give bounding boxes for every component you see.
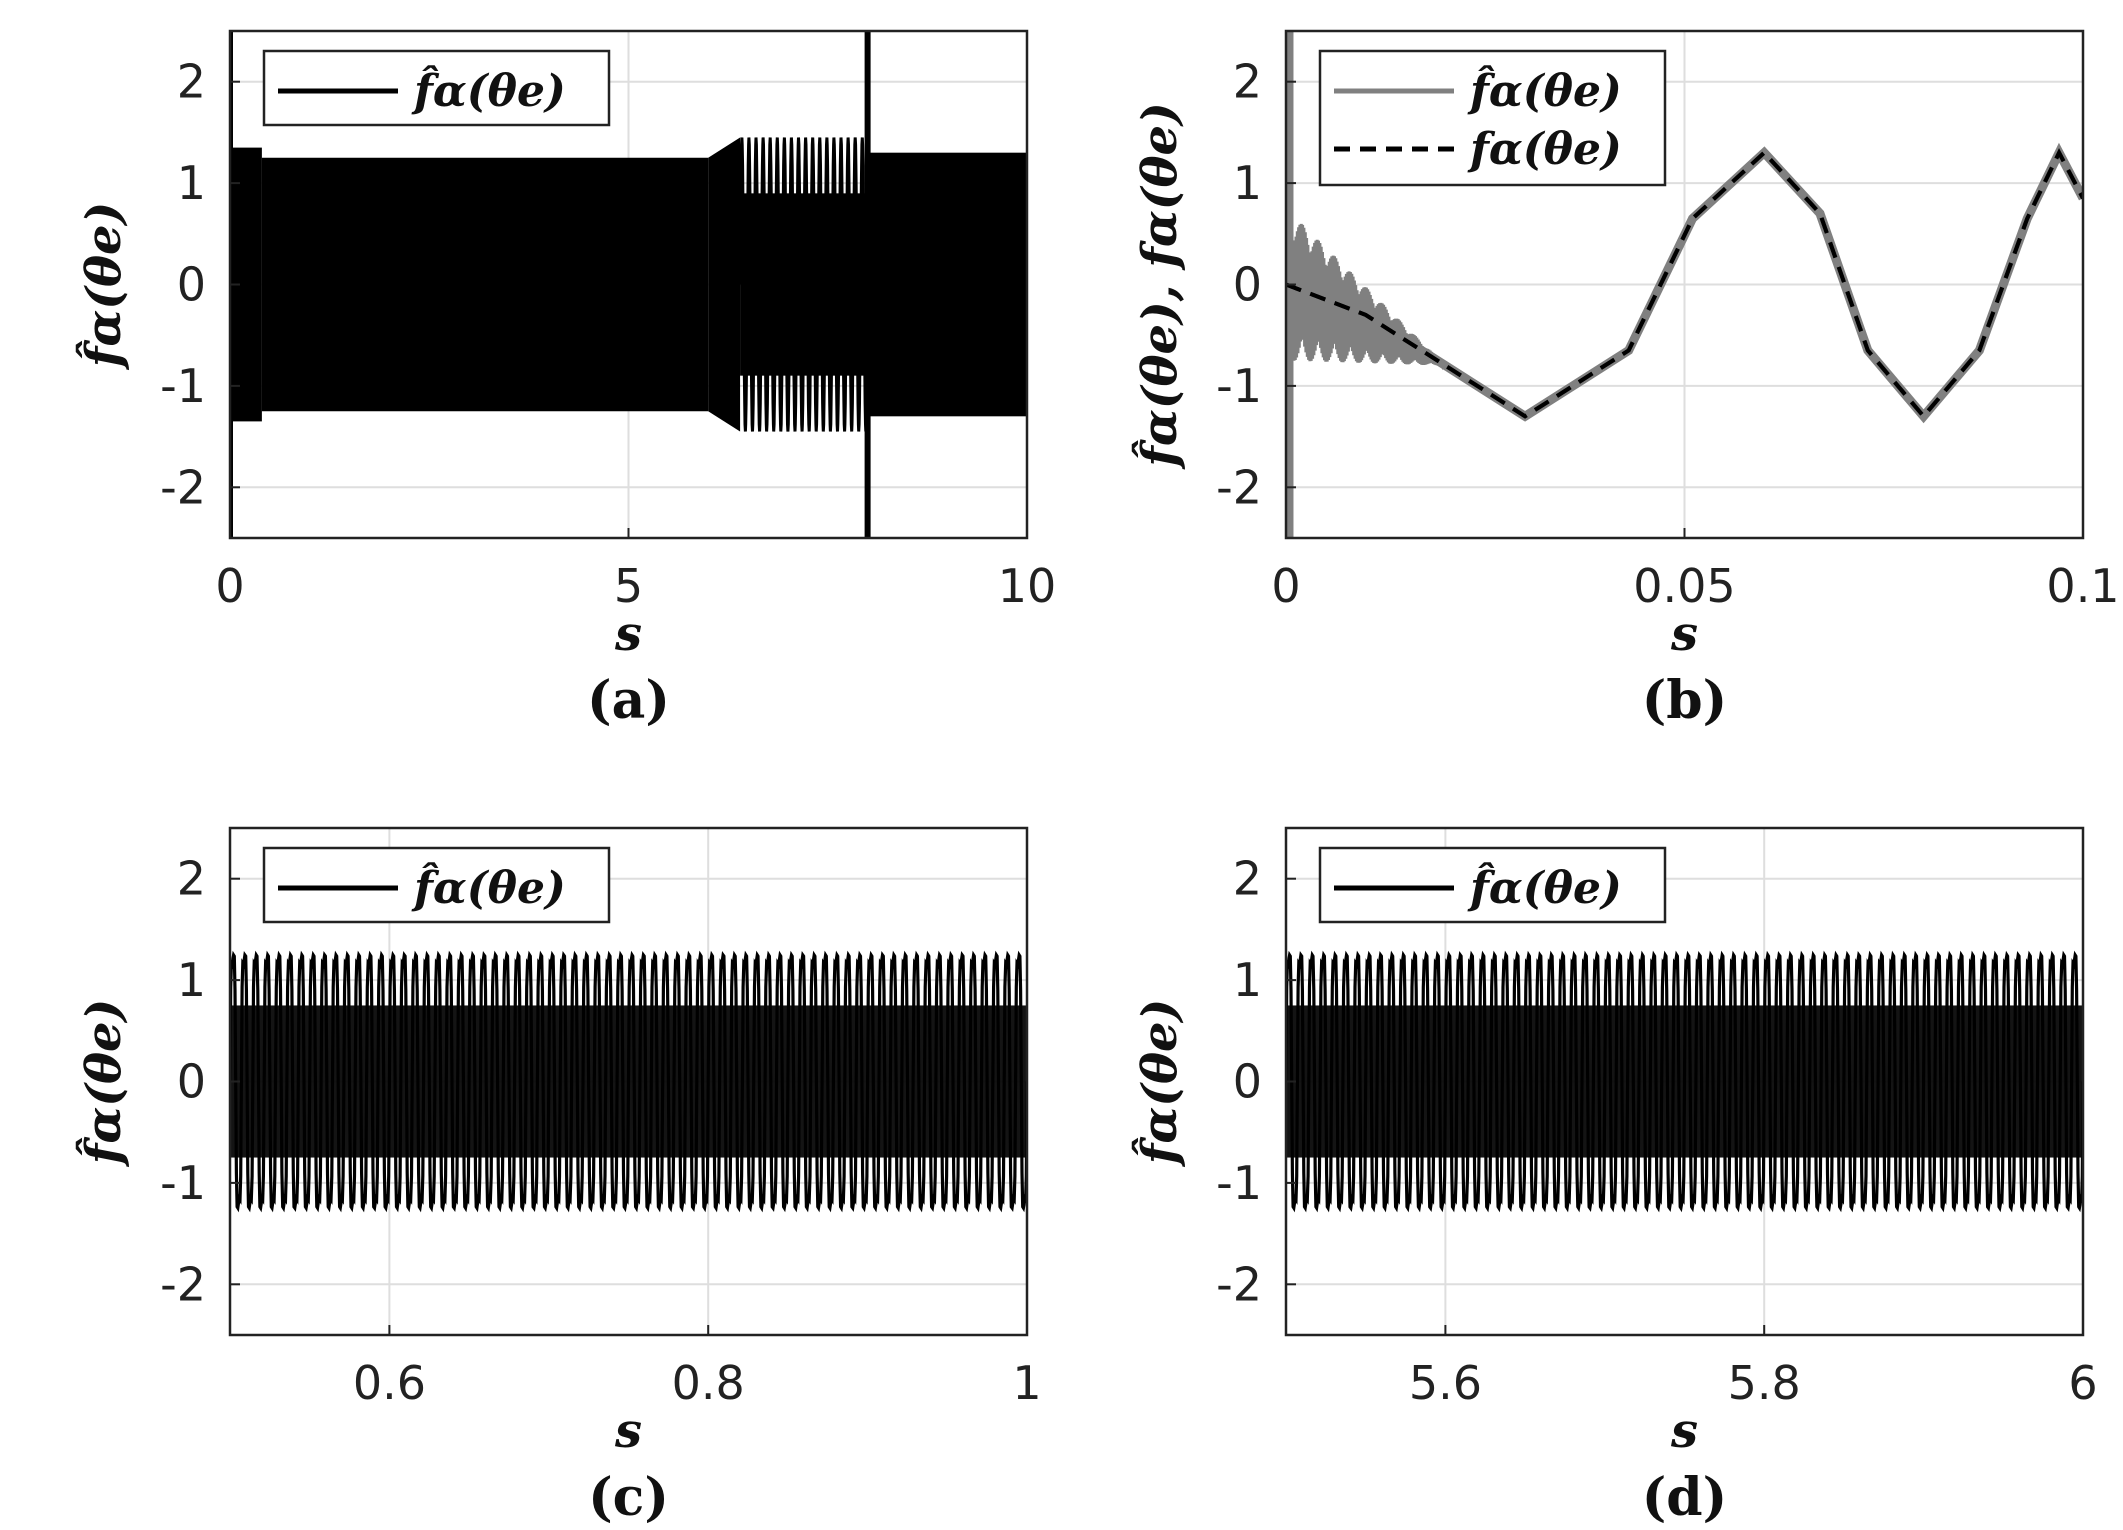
- x-tick-label: 6: [2068, 1356, 2097, 1410]
- y-tick-label: 0: [1233, 258, 1262, 312]
- x-tick-label: 5: [614, 559, 643, 613]
- panel-c: 0.6 0.8 1 -2 -1 0 1 2 s (c) f̂α(θe) f̂α(θe): [74, 826, 1042, 1528]
- y-tick-label: 0: [177, 258, 206, 312]
- y-tick-label: 2: [177, 852, 206, 906]
- x-axis-label: s: [614, 1403, 642, 1459]
- x-tick-label: 0.1: [2046, 559, 2119, 613]
- y-tick-label: 0: [1233, 1055, 1262, 1109]
- y-tick-label: 2: [1233, 55, 1262, 109]
- svg-text:f̂α(θe): f̂α(θe): [74, 202, 132, 371]
- signal-core: [230, 1005, 1027, 1158]
- signal-band: [261, 157, 709, 412]
- signal-band: [708, 137, 741, 432]
- panel-caption: (c): [588, 1467, 669, 1528]
- x-tick-label: 10: [998, 559, 1057, 613]
- y-tick-label: 0: [177, 1055, 206, 1109]
- x-axis-label: s: [1670, 1403, 1698, 1459]
- x-tick-label: 0.6: [353, 1356, 426, 1410]
- x-tick-label: 0: [215, 559, 244, 613]
- legend-entry: f̂α(θe): [1467, 861, 1622, 914]
- legend: f̂α(θe): [262, 49, 611, 127]
- x-tick-label: 5.6: [1409, 1356, 1482, 1410]
- y-axis-label: f̂α(θe): [74, 202, 132, 371]
- legend-entry: f̂α(θe): [1467, 64, 1622, 117]
- legend-entry: f̂α(θe): [411, 861, 566, 914]
- estimate-noise: [1286, 209, 1447, 371]
- legend-entry: fα(θe): [1467, 124, 1622, 175]
- signal-burst: [738, 137, 870, 432]
- legend-box: [1318, 49, 1667, 187]
- x-tick-label: 5.8: [1728, 1356, 1801, 1410]
- legend-box: [262, 846, 611, 924]
- x-axis-label: s: [1670, 606, 1698, 662]
- y-tick-label: 1: [177, 953, 206, 1007]
- y-tick-label: 1: [1233, 156, 1262, 210]
- legend-box: [1318, 846, 1667, 924]
- y-tick-label: 2: [1233, 852, 1262, 906]
- signal-band: [867, 152, 1027, 417]
- y-tick-label: 1: [177, 156, 206, 210]
- legend-box: [262, 49, 611, 127]
- y-axis-label: f̂α(θe): [74, 999, 132, 1168]
- legend: f̂α(θe): [262, 846, 611, 924]
- x-axis-label: s: [614, 606, 642, 662]
- data-layer: [230, 950, 1027, 1213]
- panel-caption: (b): [1642, 670, 1728, 731]
- y-tick-label: -1: [160, 359, 206, 413]
- y-tick-label: -2: [160, 460, 206, 514]
- legend: f̂α(θe) fα(θe): [1318, 49, 1667, 187]
- x-tick-label: 0: [1271, 559, 1300, 613]
- y-tick-label: -2: [160, 1257, 206, 1311]
- y-tick-label: -2: [1216, 460, 1262, 514]
- panel-b: 0 0.05 0.1 -2 -1 0 1 2 s (b) f̂α(θe), fα(θe) f̂α(θe…: [1130, 29, 2120, 731]
- svg-text:f̂α(θe): f̂α(θe): [74, 999, 132, 1168]
- y-axis-label: f̂α(θe), fα(θe): [1130, 102, 1188, 470]
- x-tick-label: 1: [1012, 1356, 1041, 1410]
- y-tick-label: -1: [1216, 359, 1262, 413]
- legend-entry: f̂α(θe): [411, 64, 566, 117]
- y-axis-label: f̂α(θe): [1130, 999, 1188, 1168]
- y-tick-label: 1: [1233, 953, 1262, 1007]
- reference-trace-top: [1286, 148, 2083, 420]
- signal-core: [1286, 1005, 2083, 1158]
- y-tick-label: -2: [1216, 1257, 1262, 1311]
- panel-caption: (a): [587, 670, 670, 731]
- svg-text:f̂α(θe), fα(θe): f̂α(θe), fα(θe): [1130, 102, 1188, 470]
- y-tick-label: -1: [160, 1156, 206, 1210]
- y-tick-label: 2: [177, 55, 206, 109]
- panel-caption: (d): [1642, 1467, 1728, 1528]
- legend: f̂α(θe): [1318, 846, 1667, 924]
- panel-a: 0 5 10 -2 -1 0 1 2 s (a) f̂α(θe) f̂α(θe): [74, 29, 1057, 731]
- y-tick-label: -1: [1216, 1156, 1262, 1210]
- data-layer: [230, 31, 1027, 538]
- x-tick-label: 0.8: [672, 1356, 745, 1410]
- data-layer: [1286, 950, 2083, 1213]
- svg-text:f̂α(θe): f̂α(θe): [1130, 999, 1188, 1168]
- panel-d: 5.6 5.8 6 -2 -1 0 1 2 s (d) f̂α(θe) f̂α(θe): [1130, 826, 2098, 1528]
- x-tick-label: 0.05: [1633, 559, 1735, 613]
